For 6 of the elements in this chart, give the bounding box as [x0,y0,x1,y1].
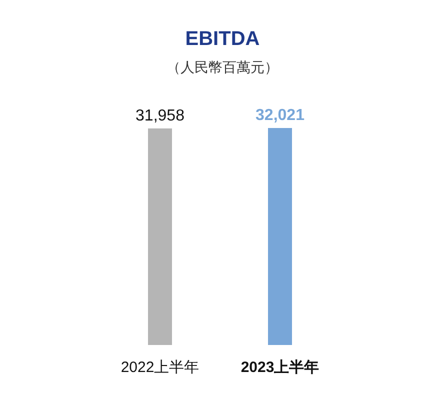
data-label: 32,021 [256,107,305,124]
data-label: 31,958 [136,107,185,124]
chart-title: EBITDA [185,28,260,50]
x-tick-label: 2023上半年 [240,359,320,376]
x-tick-label: 2022上半年 [120,359,200,376]
chart-subtitle: （人民幣百萬元） [166,59,278,75]
